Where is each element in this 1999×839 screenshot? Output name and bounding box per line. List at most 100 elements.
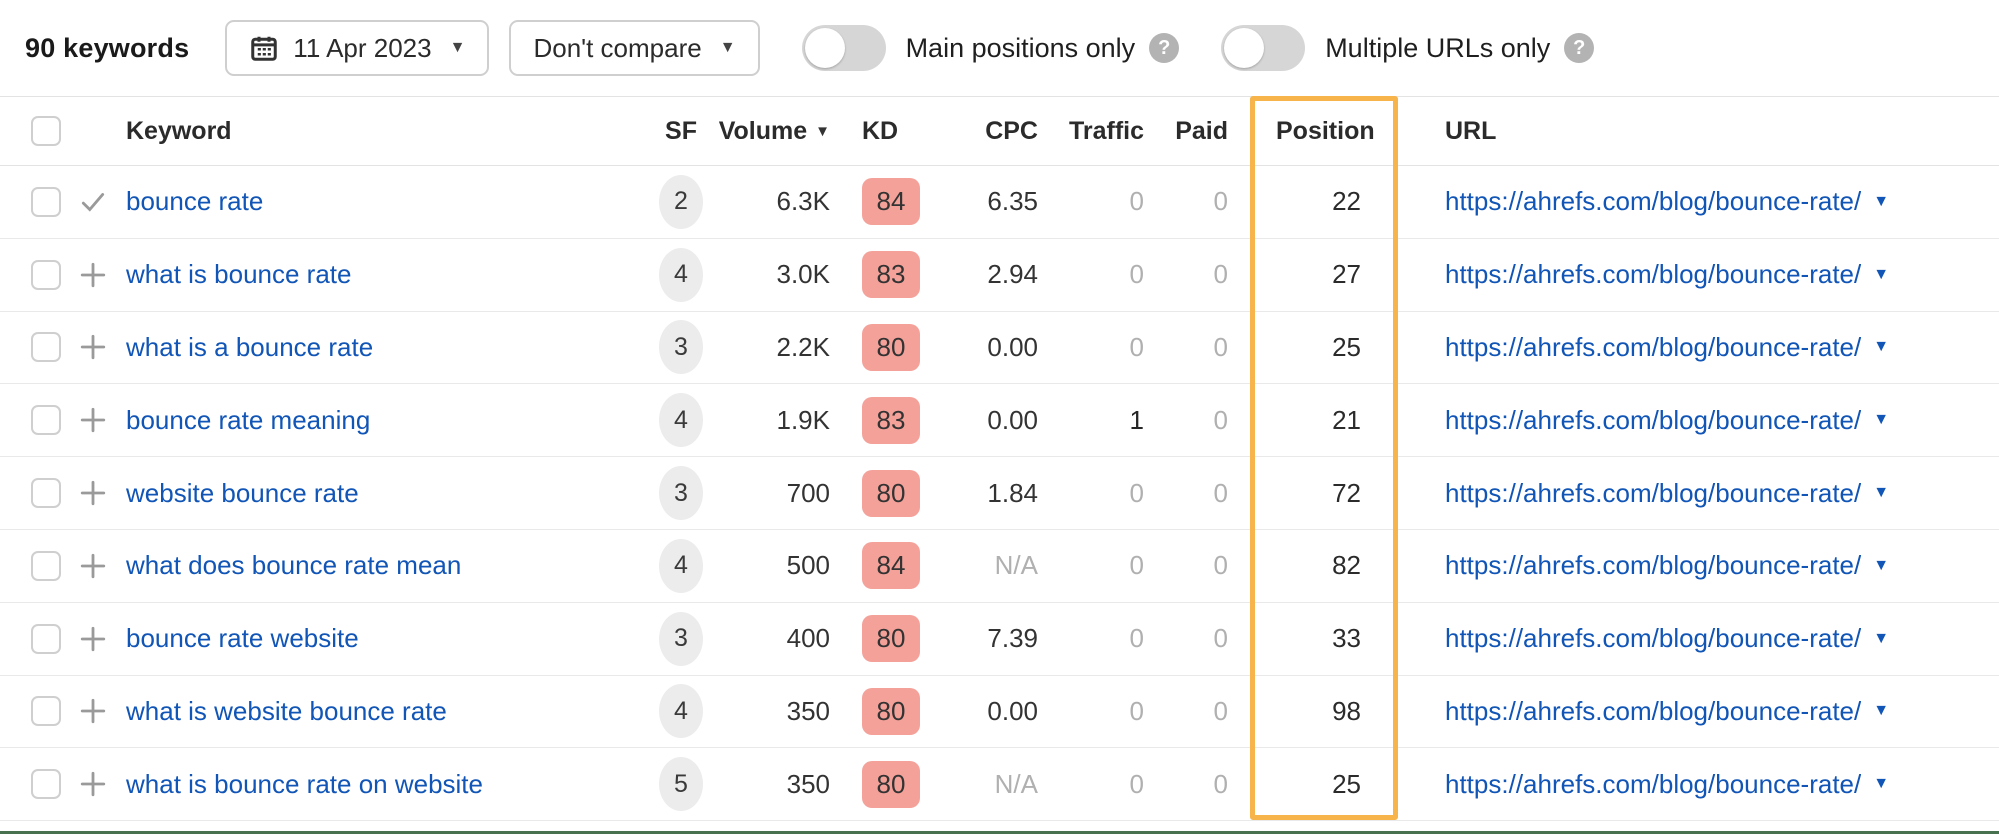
column-header-position[interactable]: Position bbox=[1276, 116, 1375, 145]
url-link[interactable]: https://ahrefs.com/blog/bounce-rate/ bbox=[1445, 331, 1862, 362]
help-icon[interactable]: ? bbox=[1564, 33, 1595, 63]
add-keyword-icon[interactable] bbox=[78, 405, 108, 435]
keyword-link[interactable]: what is bounce rate bbox=[126, 259, 352, 290]
compare-label: Don't compare bbox=[533, 32, 702, 63]
sf-badge: 2 bbox=[659, 174, 703, 229]
compare-dropdown-button[interactable]: Don't compare ▼ bbox=[509, 20, 760, 76]
toolbar: 90 keywords 11 Apr 2023 ▼ Don't compare … bbox=[0, 0, 1999, 96]
volume-value: 3.0K bbox=[776, 259, 831, 290]
paid-value: 0 bbox=[1213, 695, 1228, 726]
column-header-cpc[interactable]: CPC bbox=[985, 116, 1038, 145]
row-checkbox[interactable] bbox=[31, 696, 61, 727]
url-link[interactable]: https://ahrefs.com/blog/bounce-rate/ bbox=[1445, 259, 1862, 290]
chevron-down-icon[interactable]: ▼ bbox=[1873, 629, 1890, 647]
paid-value: 0 bbox=[1213, 477, 1228, 508]
column-header-url[interactable]: URL bbox=[1445, 116, 1497, 145]
position-value: 72 bbox=[1332, 477, 1361, 508]
keyword-link[interactable]: bounce rate meaning bbox=[126, 404, 371, 435]
row-checkbox[interactable] bbox=[31, 550, 61, 581]
table-row: bounce rate meaning 4 1.9K 83 0.00 1 0 2… bbox=[0, 384, 1999, 458]
row-checkbox[interactable] bbox=[31, 769, 61, 800]
add-keyword-icon[interactable] bbox=[78, 624, 108, 654]
help-icon[interactable]: ? bbox=[1149, 33, 1180, 63]
position-value: 22 bbox=[1332, 186, 1361, 217]
kd-badge: 80 bbox=[862, 615, 920, 663]
chevron-down-icon[interactable]: ▼ bbox=[1873, 775, 1890, 793]
position-value: 33 bbox=[1332, 623, 1361, 654]
column-header-traffic[interactable]: Traffic bbox=[1068, 116, 1144, 145]
keyword-link[interactable]: what is bounce rate on website bbox=[126, 768, 483, 799]
traffic-value: 0 bbox=[1129, 768, 1144, 799]
column-header-sf[interactable]: SF bbox=[665, 116, 697, 145]
sf-badge: 4 bbox=[659, 247, 703, 302]
volume-value: 350 bbox=[786, 695, 830, 726]
url-link[interactable]: https://ahrefs.com/blog/bounce-rate/ bbox=[1445, 477, 1862, 508]
add-keyword-icon[interactable] bbox=[78, 769, 108, 799]
cpc-value: 0.00 bbox=[987, 404, 1038, 435]
calendar-icon bbox=[249, 33, 279, 63]
add-keyword-icon[interactable] bbox=[78, 551, 108, 581]
paid-value: 0 bbox=[1213, 768, 1228, 799]
add-keyword-icon[interactable] bbox=[78, 478, 108, 508]
main-positions-label: Main positions only bbox=[905, 32, 1136, 63]
row-checkbox[interactable] bbox=[31, 332, 61, 363]
chevron-down-icon[interactable]: ▼ bbox=[1873, 265, 1890, 283]
row-checkbox[interactable] bbox=[31, 623, 61, 654]
row-checkbox[interactable] bbox=[31, 259, 61, 290]
kd-badge: 80 bbox=[862, 687, 920, 735]
add-keyword-icon[interactable] bbox=[78, 696, 108, 726]
url-link[interactable]: https://ahrefs.com/blog/bounce-rate/ bbox=[1445, 768, 1862, 799]
table-row: website bounce rate 3 700 80 1.84 0 0 72… bbox=[0, 457, 1999, 530]
chevron-down-icon[interactable]: ▼ bbox=[1873, 702, 1890, 720]
table-row: what is bounce rate 4 3.0K 83 2.94 0 0 2… bbox=[0, 239, 1999, 312]
cpc-value: N/A bbox=[994, 550, 1038, 581]
date-picker-button[interactable]: 11 Apr 2023 ▼ bbox=[225, 20, 490, 76]
url-link[interactable]: https://ahrefs.com/blog/bounce-rate/ bbox=[1445, 186, 1862, 217]
position-value: 82 bbox=[1332, 550, 1361, 581]
chevron-down-icon[interactable]: ▼ bbox=[1873, 484, 1890, 502]
row-checkbox[interactable] bbox=[31, 186, 61, 217]
add-keyword-icon[interactable] bbox=[78, 260, 108, 290]
volume-value: 350 bbox=[786, 768, 830, 799]
column-header-keyword[interactable]: Keyword bbox=[126, 116, 232, 145]
date-label: 11 Apr 2023 bbox=[293, 32, 432, 63]
volume-value: 700 bbox=[786, 477, 830, 508]
column-header-volume[interactable]: Volume ▼ bbox=[718, 116, 830, 145]
volume-value: 6.3K bbox=[776, 186, 831, 217]
keyword-link[interactable]: bounce rate website bbox=[126, 623, 359, 654]
cpc-value: 0.00 bbox=[987, 331, 1038, 362]
traffic-value: 0 bbox=[1129, 623, 1144, 654]
paid-value: 0 bbox=[1213, 550, 1228, 581]
keyword-link[interactable]: what does bounce rate mean bbox=[126, 550, 462, 581]
sf-badge: 5 bbox=[659, 757, 703, 812]
volume-value: 500 bbox=[786, 550, 830, 581]
position-value: 98 bbox=[1332, 695, 1361, 726]
url-link[interactable]: https://ahrefs.com/blog/bounce-rate/ bbox=[1445, 623, 1862, 654]
row-checkbox[interactable] bbox=[31, 405, 61, 436]
volume-value: 2.2K bbox=[776, 331, 831, 362]
keyword-link[interactable]: bounce rate bbox=[126, 186, 264, 217]
chevron-down-icon[interactable]: ▼ bbox=[1873, 556, 1890, 574]
add-keyword-icon[interactable] bbox=[78, 332, 108, 362]
url-link[interactable]: https://ahrefs.com/blog/bounce-rate/ bbox=[1445, 550, 1862, 581]
table-row: what does bounce rate mean 4 500 84 N/A … bbox=[0, 530, 1999, 603]
keyword-link[interactable]: website bounce rate bbox=[126, 477, 359, 508]
url-link[interactable]: https://ahrefs.com/blog/bounce-rate/ bbox=[1445, 695, 1862, 726]
row-checkbox[interactable] bbox=[31, 478, 61, 509]
multiple-urls-toggle[interactable] bbox=[1221, 25, 1306, 71]
column-header-kd[interactable]: KD bbox=[862, 116, 899, 145]
keyword-link[interactable]: what is a bounce rate bbox=[126, 331, 374, 362]
check-icon[interactable] bbox=[78, 187, 108, 217]
kd-badge: 80 bbox=[862, 469, 920, 517]
url-link[interactable]: https://ahrefs.com/blog/bounce-rate/ bbox=[1445, 404, 1862, 435]
main-positions-toggle[interactable] bbox=[801, 25, 886, 71]
select-all-checkbox[interactable] bbox=[31, 116, 61, 146]
table-body: bounce rate 2 6.3K 84 6.35 0 0 22 https:… bbox=[0, 166, 1999, 822]
chevron-down-icon[interactable]: ▼ bbox=[1873, 192, 1890, 210]
keyword-link[interactable]: what is website bounce rate bbox=[126, 695, 447, 726]
volume-value: 400 bbox=[786, 623, 830, 654]
chevron-down-icon[interactable]: ▼ bbox=[1873, 411, 1890, 429]
chevron-down-icon[interactable]: ▼ bbox=[1873, 338, 1890, 356]
column-header-paid[interactable]: Paid bbox=[1175, 116, 1228, 145]
